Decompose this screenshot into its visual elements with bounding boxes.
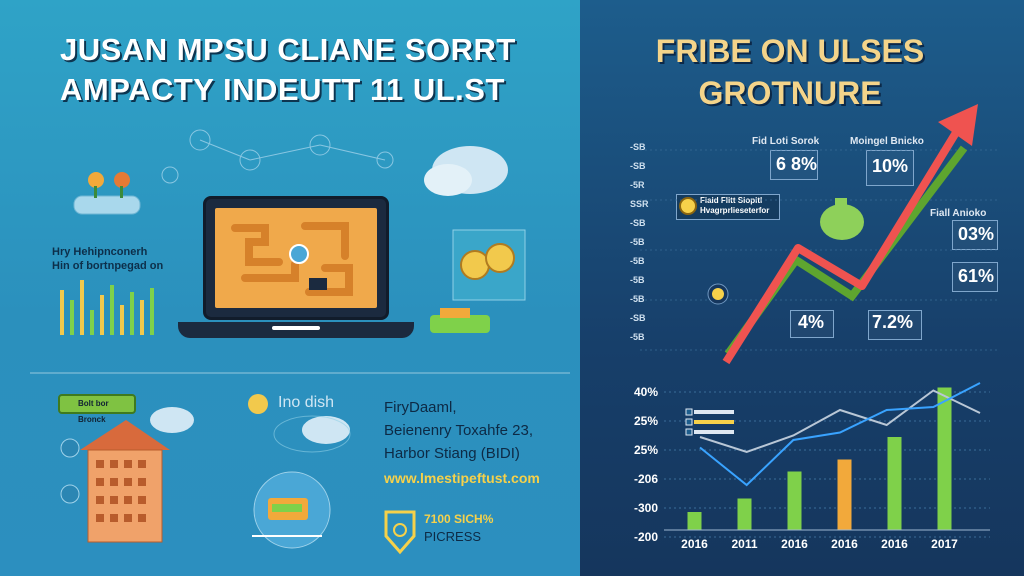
stat-value-3: 03% <box>958 224 995 244</box>
chart-bar <box>837 459 852 530</box>
green-tag-label: Bolt bor Bronck <box>78 399 109 424</box>
left-tick-label: -SB <box>630 313 646 323</box>
coin-icon-a <box>679 197 697 215</box>
stat-value-2: 10% <box>872 156 909 176</box>
info-line-3: Harbor Stiang (BIDI) <box>384 445 520 462</box>
flower-car-icon <box>73 172 141 215</box>
website-link[interactable]: www.lmestipeftust.com <box>384 470 540 486</box>
cloud-lower-icon <box>150 407 350 444</box>
left-tick-label: -SB <box>630 161 646 171</box>
chart-bar <box>737 498 752 530</box>
delivery-truck-icon <box>252 471 331 549</box>
shield-icon <box>384 510 416 555</box>
right-title: FRIBE ON ULSES GROTNURE <box>600 30 980 114</box>
right-title-line1: FRIBE ON ULSES <box>655 33 925 69</box>
stat-box-2 <box>866 150 914 186</box>
cloud-icon <box>424 146 508 196</box>
left-tick-label: -5B <box>630 256 645 266</box>
stat-value-5: 4% <box>798 312 825 332</box>
y-tick-label: 25% <box>634 443 658 457</box>
chart-bar <box>887 437 902 530</box>
left-tick-label: -5R <box>630 180 645 190</box>
x-tick-label: 2017 <box>931 537 958 551</box>
growth-arrow-head <box>938 104 978 146</box>
y-tick-label: 40% <box>634 385 658 399</box>
stat-label-3: Fiall Anioko <box>930 208 987 219</box>
chart-bar <box>937 387 952 530</box>
legend-swatch <box>694 410 734 414</box>
stat-label-1: Fid Loti Sorok <box>752 136 820 147</box>
left-title-line1: JUSAN MPSU CLIANE SORRT <box>60 32 516 67</box>
left-tick-label: -5B <box>630 332 645 342</box>
mini-bars-icon <box>60 280 154 335</box>
coin-icon-b <box>712 288 724 300</box>
y-tick-label: 25% <box>634 414 658 428</box>
badge-title: 7100 SICH% <box>424 512 494 526</box>
left-title-line2: AMPACTY INDEUTT 11 UL.ST <box>60 72 505 107</box>
x-tick-label: 2016 <box>781 537 808 551</box>
left-illustrations <box>60 129 526 555</box>
legend-marker <box>685 418 693 426</box>
info-line-1: FiryDaaml, <box>384 399 457 416</box>
stat-value-6: 7.2% <box>872 312 914 332</box>
legend-marker <box>685 408 693 416</box>
stat-value-1: 6 8% <box>776 154 818 174</box>
chart-bar <box>687 512 702 530</box>
chart-line-series <box>699 382 981 487</box>
legend-marker <box>685 428 693 436</box>
maze-icon <box>231 222 353 296</box>
side-caption-line2: Hin of bortnpegad on <box>52 260 164 272</box>
y-tick-label: -300 <box>634 501 658 515</box>
left-tick-label: -5B <box>630 237 645 247</box>
piggy-bank-icon <box>820 198 864 240</box>
laptop-base <box>178 322 414 338</box>
left-tick-label: -SB <box>630 218 646 228</box>
side-caption-line1: Hry Hehipnconerh <box>52 246 148 258</box>
left-tick-label: SSR <box>630 199 649 209</box>
laptop-notch <box>272 326 320 330</box>
world-map-icon <box>248 394 351 453</box>
x-tick-label: 2016 <box>881 537 908 551</box>
x-tick-label: 2011 <box>731 537 757 551</box>
bar-line-chart: 40% 25% 25% -206 -300 -200 2016 2011 2016 2016 201… <box>634 382 990 551</box>
stat-value-4: 61% <box>958 266 995 286</box>
left-tick-label: -5B <box>630 275 645 285</box>
stat-box-4 <box>952 262 998 292</box>
left-tick-label: -5B <box>630 294 645 304</box>
chart-line-series <box>699 389 981 454</box>
y-tick-label: -200 <box>634 530 658 544</box>
stat-box-5 <box>790 310 834 338</box>
x-tick-label: 2016 <box>831 537 858 551</box>
vehicle-icon <box>430 308 490 333</box>
chart-bar <box>787 471 802 530</box>
green-tag: Bolt bor Bronck <box>58 394 136 424</box>
x-tick-label: 2016 <box>681 537 708 551</box>
legend-swatch <box>694 430 734 434</box>
left-tick-label: -SB <box>630 142 646 152</box>
stat-label-2: Moingel Bnicko <box>850 136 924 147</box>
y-tick-label: -206 <box>634 472 658 486</box>
network-icon <box>161 129 394 184</box>
info-line-2: Beienenry Toxahfe 23, <box>384 422 533 439</box>
section-divider <box>30 372 570 374</box>
upper-gridlines <box>640 149 1000 351</box>
left-title: JUSAN MPSU CLIANE SORRT AMPACTY INDEUTT … <box>60 30 560 110</box>
map-label: Ino dish <box>278 394 335 411</box>
stat-box-6 <box>868 310 922 340</box>
badge-circles-icon <box>60 438 80 504</box>
stat-box-1 <box>770 150 818 180</box>
laptop-screen <box>203 196 389 320</box>
house-icon <box>80 420 170 543</box>
badge-subtitle: PICRESS <box>424 529 482 544</box>
growth-arrow <box>722 123 964 365</box>
growth-graphics <box>640 104 1000 365</box>
laptop-display <box>215 208 377 308</box>
legend-swatch <box>694 420 734 424</box>
right-title-line2: GROTNURE <box>698 75 882 111</box>
coins-icon <box>452 229 526 301</box>
